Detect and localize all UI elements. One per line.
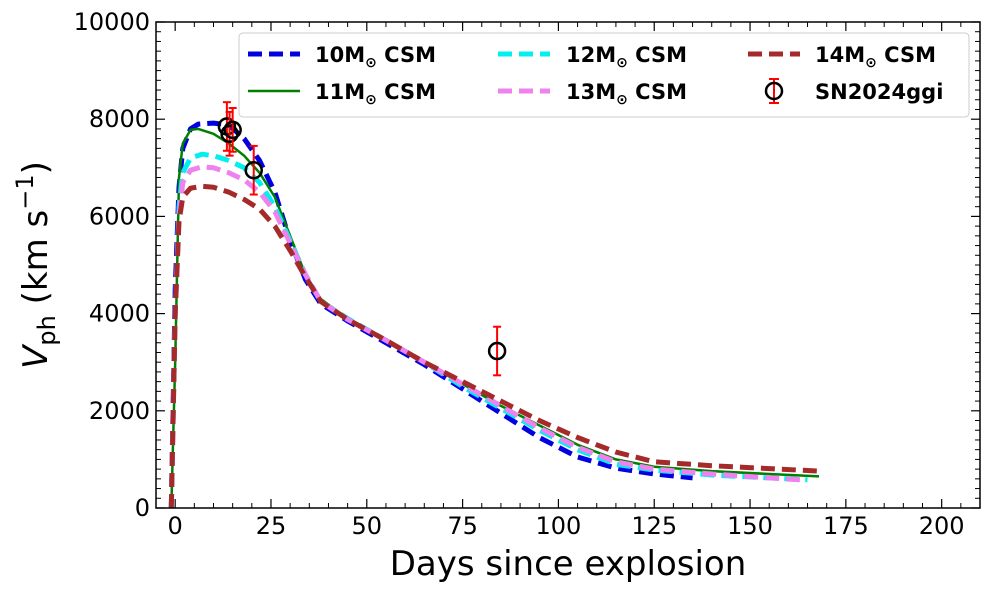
y-axis-title-close: ) bbox=[16, 161, 56, 174]
legend-label-14m: 14M⊙ CSM bbox=[815, 43, 936, 71]
y-tick-label: 0 bbox=[135, 494, 150, 522]
plot-area bbox=[168, 101, 820, 508]
legend-box bbox=[238, 32, 970, 118]
x-tick-label: 175 bbox=[823, 512, 869, 540]
observation-point-3 bbox=[223, 107, 242, 153]
legend-label-12m: 12M⊙ CSM bbox=[566, 43, 687, 71]
series-line-11m bbox=[170, 127, 820, 508]
legend-label-11m: 11M⊙ CSM bbox=[315, 80, 436, 108]
y-axis-title-exp: −1 bbox=[11, 174, 39, 209]
y-axis-title-units: (km s bbox=[16, 210, 56, 315]
x-tick-label: 125 bbox=[631, 512, 677, 540]
x-tick-label: 0 bbox=[168, 512, 183, 540]
x-tick-label: 150 bbox=[727, 512, 773, 540]
series-line-12m bbox=[168, 151, 808, 508]
y-axis-title: Vph (km s−1) bbox=[11, 161, 61, 369]
legend-label-sn2024ggi: SN2024ggi bbox=[815, 80, 943, 104]
observation-point-2 bbox=[220, 110, 239, 157]
y-tick-label: 10000 bbox=[74, 8, 150, 36]
observation-point-5 bbox=[487, 325, 507, 377]
x-tick-label: 75 bbox=[447, 512, 478, 540]
y-tick-label: 2000 bbox=[89, 397, 150, 425]
legend: 10M⊙ CSM 11M⊙ CSM 12M⊙ CSM 13M⊙ CSM 14M⊙… bbox=[238, 32, 970, 118]
x-axis-title: Days since explosion bbox=[390, 544, 747, 584]
y-axis-title-sub: ph bbox=[33, 315, 61, 345]
y-tick-label: 4000 bbox=[89, 300, 150, 328]
y-tick-label: 8000 bbox=[89, 105, 150, 133]
legend-label-10m: 10M⊙ CSM bbox=[315, 43, 436, 71]
series-line-10m bbox=[168, 120, 693, 508]
y-axis-title-main: V bbox=[16, 343, 56, 369]
x-tick-label: 200 bbox=[919, 512, 965, 540]
x-tick-label: 25 bbox=[256, 512, 287, 540]
axis-ticks: 0 25 50 75 100 125 150 175 200020004000600080001… bbox=[74, 8, 981, 540]
x-tick-label: 50 bbox=[352, 512, 383, 540]
y-tick-label: 6000 bbox=[89, 202, 150, 230]
observation-point-4 bbox=[244, 144, 263, 196]
legend-label-13m: 13M⊙ CSM bbox=[566, 80, 687, 108]
x-tick-label: 100 bbox=[536, 512, 582, 540]
series-line-14m bbox=[168, 183, 820, 508]
legend-handle-sn2024ggi bbox=[764, 78, 784, 104]
